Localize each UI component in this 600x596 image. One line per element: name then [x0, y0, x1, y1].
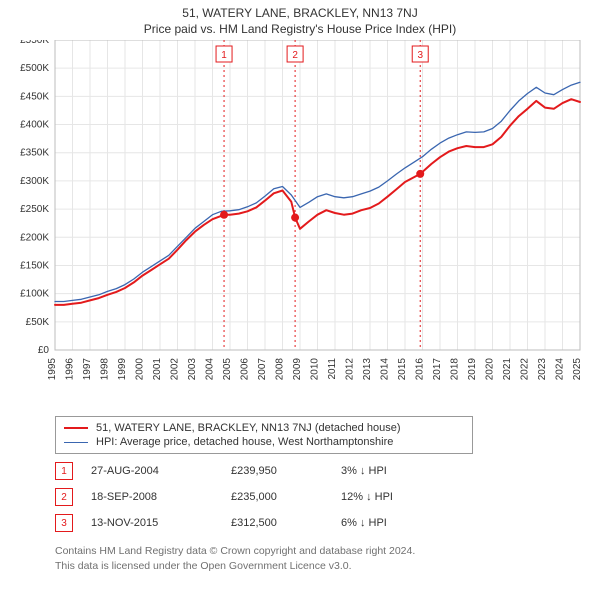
chart-subtitle: Price paid vs. HM Land Registry's House …: [0, 22, 600, 36]
svg-text:2022: 2022: [520, 358, 531, 381]
svg-text:2009: 2009: [292, 358, 303, 381]
svg-text:2019: 2019: [467, 358, 478, 381]
footer-line-1: Contains HM Land Registry data © Crown c…: [55, 544, 580, 559]
sales-diff: 12% ↓ HPI: [341, 491, 451, 503]
svg-text:1997: 1997: [82, 358, 93, 381]
svg-text:2017: 2017: [432, 358, 443, 381]
svg-text:2008: 2008: [275, 358, 286, 381]
svg-text:2006: 2006: [240, 358, 251, 381]
svg-text:2002: 2002: [170, 358, 181, 381]
svg-text:2000: 2000: [135, 358, 146, 381]
sales-date: 27-AUG-2004: [91, 465, 231, 477]
svg-text:2011: 2011: [327, 358, 338, 380]
svg-text:2025: 2025: [572, 358, 583, 381]
svg-text:£200K: £200K: [20, 232, 49, 243]
svg-text:2018: 2018: [450, 358, 461, 381]
legend-item: 51, WATERY LANE, BRACKLEY, NN13 7NJ (det…: [64, 421, 464, 435]
sales-price: £235,000: [231, 491, 341, 503]
svg-text:£50K: £50K: [26, 317, 50, 328]
sales-price: £312,500: [231, 517, 341, 529]
legend-swatch: [64, 442, 88, 443]
footer-line-2: This data is licensed under the Open Gov…: [55, 559, 580, 574]
svg-text:2: 2: [292, 50, 298, 61]
sales-row: 3 13-NOV-2015£312,5006% ↓ HPI: [55, 510, 580, 536]
svg-text:£400K: £400K: [20, 120, 49, 131]
svg-text:1998: 1998: [100, 358, 111, 381]
svg-text:2001: 2001: [152, 358, 163, 381]
svg-text:2013: 2013: [362, 358, 373, 381]
svg-text:3: 3: [417, 50, 423, 61]
svg-text:£100K: £100K: [20, 289, 49, 300]
svg-text:2016: 2016: [415, 358, 426, 381]
legend-label: HPI: Average price, detached house, West…: [96, 436, 393, 448]
sales-diff: 6% ↓ HPI: [341, 517, 451, 529]
svg-text:1995: 1995: [47, 358, 58, 381]
svg-text:2020: 2020: [485, 358, 496, 381]
footer-attribution: Contains HM Land Registry data © Crown c…: [55, 544, 580, 573]
legend-item: HPI: Average price, detached house, West…: [64, 435, 464, 449]
svg-text:2010: 2010: [310, 358, 321, 381]
svg-text:2007: 2007: [257, 358, 268, 381]
svg-text:£500K: £500K: [20, 63, 49, 74]
svg-text:1996: 1996: [65, 358, 76, 381]
svg-text:2012: 2012: [345, 358, 356, 381]
sales-marker-box: 3: [55, 514, 73, 532]
legend-label: 51, WATERY LANE, BRACKLEY, NN13 7NJ (det…: [96, 422, 400, 434]
sales-date: 13-NOV-2015: [91, 517, 231, 529]
page-root: 51, WATERY LANE, BRACKLEY, NN13 7NJ Pric…: [0, 6, 600, 596]
svg-text:2005: 2005: [222, 358, 233, 381]
sales-table: 1 27-AUG-2004£239,9503% ↓ HPI 2 18-SEP-2008…: [55, 458, 580, 536]
sales-marker-box: 1: [55, 462, 73, 480]
legend-swatch: [64, 427, 88, 429]
svg-text:2014: 2014: [380, 358, 391, 381]
sales-row: 2 18-SEP-2008£235,00012% ↓ HPI: [55, 484, 580, 510]
svg-text:£250K: £250K: [20, 204, 49, 215]
sales-date: 18-SEP-2008: [91, 491, 231, 503]
svg-text:£300K: £300K: [20, 176, 49, 187]
svg-text:1999: 1999: [117, 358, 128, 381]
line-chart-svg: £0 £50K £100K £150K £200K £250K £300K £350K £400…: [0, 40, 600, 410]
svg-text:2015: 2015: [397, 358, 408, 381]
legend: 51, WATERY LANE, BRACKLEY, NN13 7NJ (det…: [55, 416, 473, 454]
svg-text:£550K: £550K: [20, 40, 49, 46]
svg-text:2004: 2004: [205, 358, 216, 381]
svg-text:£350K: £350K: [20, 148, 49, 159]
svg-text:£450K: £450K: [20, 91, 49, 102]
svg-text:2024: 2024: [555, 358, 566, 381]
chart-area: £0 £50K £100K £150K £200K £250K £300K £350K £400…: [0, 40, 600, 410]
sales-row: 1 27-AUG-2004£239,9503% ↓ HPI: [55, 458, 580, 484]
svg-text:£150K: £150K: [20, 260, 49, 271]
svg-text:2021: 2021: [502, 358, 513, 381]
sales-price: £239,950: [231, 465, 341, 477]
svg-text:1: 1: [221, 50, 227, 61]
svg-text:2003: 2003: [187, 358, 198, 381]
sales-diff: 3% ↓ HPI: [341, 465, 451, 477]
chart-title: 51, WATERY LANE, BRACKLEY, NN13 7NJ: [0, 6, 600, 20]
sales-marker-box: 2: [55, 488, 73, 506]
svg-text:2023: 2023: [537, 358, 548, 381]
svg-text:£0: £0: [38, 345, 50, 356]
